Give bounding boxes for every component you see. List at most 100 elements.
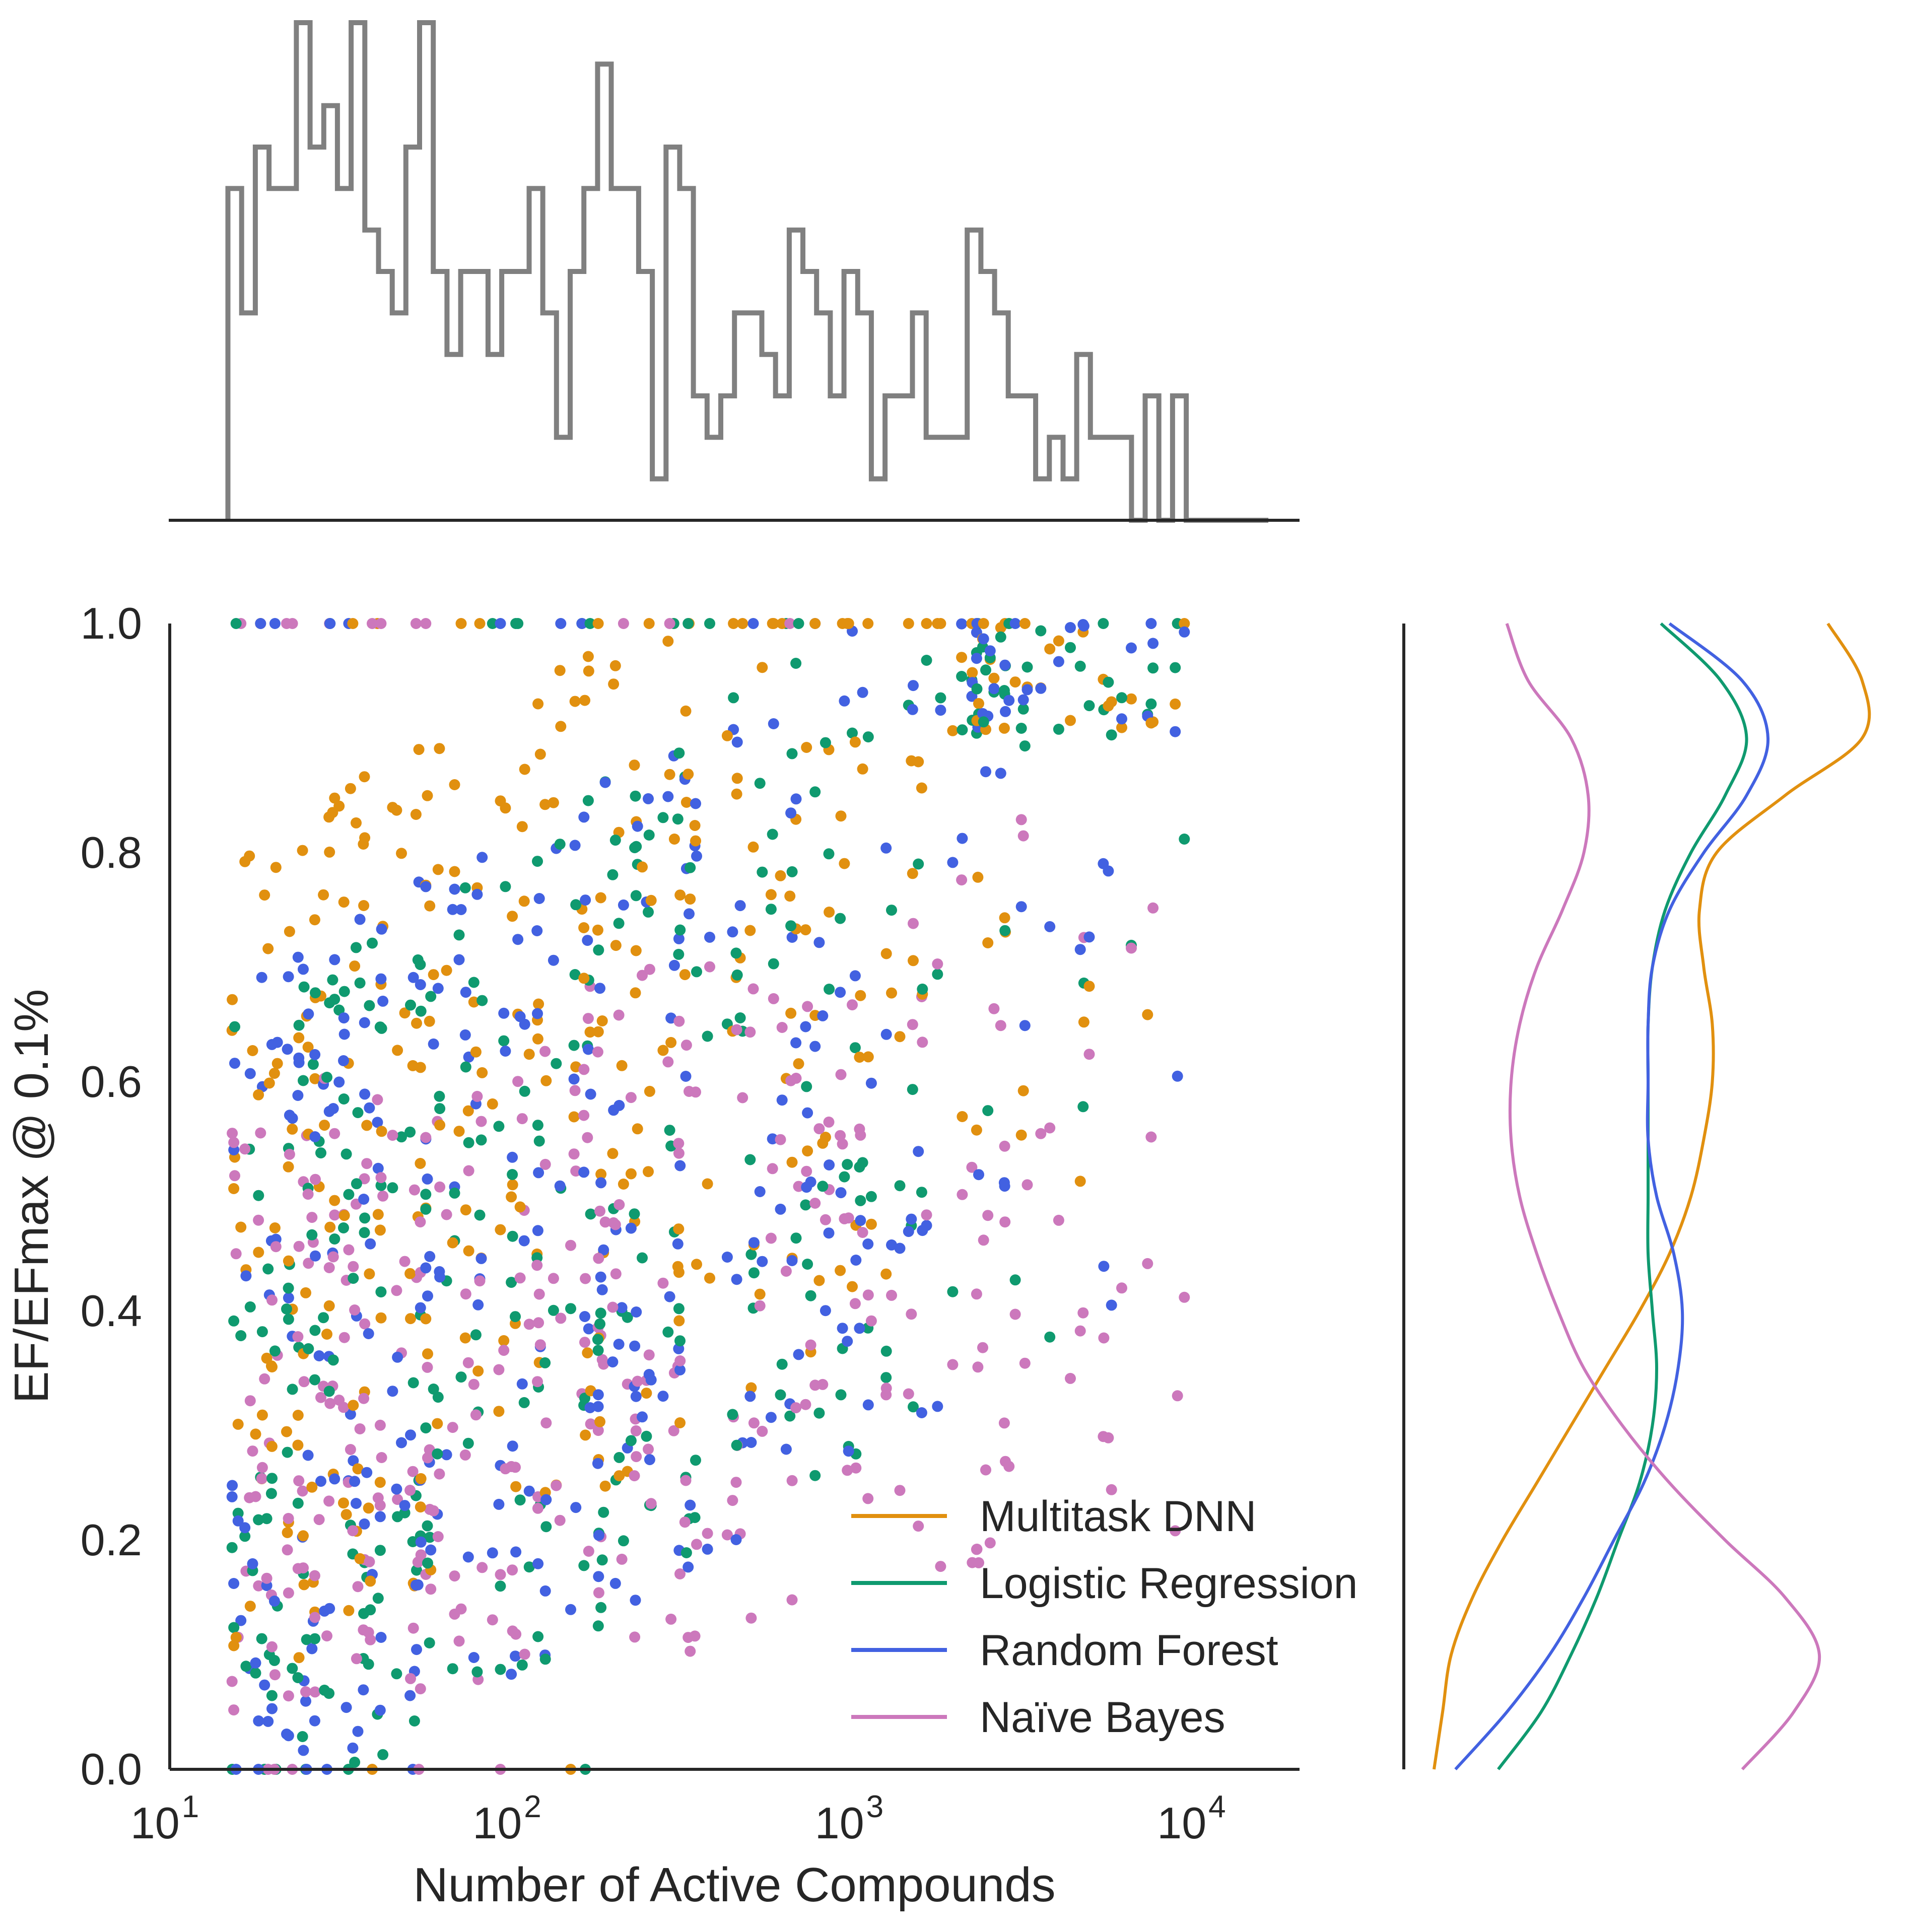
scatter-point: [593, 1253, 604, 1264]
scatter-point: [396, 1437, 407, 1448]
scatter-point: [592, 1458, 603, 1469]
scatter-point: [664, 769, 675, 780]
scatter-point: [292, 1439, 304, 1451]
scatter-point: [618, 899, 629, 911]
scatter-point: [405, 1429, 416, 1441]
scatter-point: [532, 856, 543, 867]
scatter-point: [583, 665, 594, 677]
scatter-point: [459, 882, 471, 893]
scatter-point: [453, 1126, 465, 1137]
scatter-point: [359, 1227, 370, 1238]
scatter-point: [880, 1372, 892, 1384]
scatter-point: [425, 991, 437, 1002]
scatter-point: [250, 1667, 261, 1679]
scatter-point: [673, 1303, 685, 1315]
scatter-point: [338, 1055, 349, 1066]
scatter-point: [999, 1216, 1011, 1228]
scatter-point: [293, 1652, 305, 1664]
scatter-point: [293, 1240, 305, 1252]
scatter-point: [921, 655, 932, 666]
scatter-point: [239, 1522, 251, 1534]
scatter-point: [691, 1259, 702, 1270]
scatter-point: [824, 984, 835, 995]
scatter-point: [432, 983, 444, 994]
scatter-point: [354, 1423, 366, 1434]
scatter-point: [1172, 1390, 1183, 1402]
scatter-point: [672, 1261, 684, 1272]
scatter-point: [410, 809, 422, 820]
scatter-point: [554, 1514, 566, 1526]
scatter-point: [329, 994, 340, 1005]
scatter-point: [593, 1587, 604, 1599]
scatter-point: [447, 1237, 458, 1249]
scatter-point: [664, 618, 675, 629]
scatter-point: [284, 926, 295, 937]
scatter-point: [468, 1652, 480, 1663]
scatter-point: [226, 1676, 238, 1687]
scatter-point: [702, 1030, 713, 1042]
scatter-point: [506, 1277, 517, 1288]
scatter-point: [323, 1262, 335, 1273]
scatter-point: [569, 696, 581, 707]
scatter-point: [359, 1518, 370, 1530]
scatter-point: [984, 645, 996, 657]
scatter-point: [232, 1418, 244, 1430]
scatter-point: [971, 683, 983, 695]
scatter-point: [449, 1187, 460, 1199]
scatter-point: [533, 1135, 545, 1147]
scatter-point: [632, 1123, 643, 1135]
scatter-point: [805, 1339, 816, 1351]
scatter-point: [776, 1358, 788, 1370]
scatter-point: [283, 971, 294, 983]
scatter-point: [978, 1234, 989, 1246]
scatter-point: [420, 1189, 432, 1200]
scatter-point: [704, 618, 715, 629]
scatter-point: [907, 1019, 918, 1030]
scatter-point: [263, 1077, 275, 1089]
scatter-point: [906, 1213, 917, 1225]
scatter-point: [956, 618, 968, 630]
scatter-point: [413, 744, 425, 755]
scatter-point: [256, 1473, 267, 1484]
scatter-point: [631, 841, 642, 852]
scatter-point: [1103, 676, 1114, 688]
scatter-point: [348, 1455, 359, 1467]
scatter-point: [313, 1350, 325, 1361]
scatter-point: [495, 1580, 506, 1592]
scatter-point: [894, 1243, 906, 1254]
scatter-point: [971, 1288, 982, 1300]
scatter-point: [253, 1715, 264, 1727]
scatter-point: [957, 724, 968, 736]
scatter-point: [359, 1173, 370, 1185]
scatter-point: [363, 1502, 374, 1514]
scatter-point: [683, 618, 694, 629]
scatter-point: [1074, 1325, 1086, 1337]
scatter-point: [244, 1601, 256, 1612]
scatter-point: [387, 1130, 398, 1141]
scatter-point: [533, 1288, 545, 1300]
scatter-point: [775, 1203, 786, 1215]
scatter-point: [244, 1068, 256, 1079]
scatter-point: [365, 1604, 376, 1616]
scatter-point: [995, 631, 1006, 643]
scatter-point: [680, 705, 692, 717]
scatter-point: [410, 618, 422, 629]
scatter-point: [358, 1393, 370, 1404]
scatter-point: [802, 1001, 813, 1012]
scatter-point: [582, 1347, 593, 1359]
scatter-point: [578, 922, 590, 933]
scatter-point: [266, 1690, 278, 1701]
scatter-point: [367, 618, 378, 629]
scatter-point: [298, 1579, 310, 1591]
scatter-point: [1015, 814, 1027, 825]
scatter-point: [303, 1258, 314, 1269]
scatter-point: [255, 618, 266, 629]
scatter-point: [765, 904, 777, 915]
scatter-point: [420, 1313, 432, 1325]
scatter-point: [731, 736, 743, 748]
scatter-point: [548, 1273, 559, 1284]
scatter-point: [374, 1419, 386, 1431]
scatter-point: [281, 1426, 292, 1437]
scatter-point: [569, 1085, 581, 1096]
scatter-point: [665, 1037, 677, 1048]
